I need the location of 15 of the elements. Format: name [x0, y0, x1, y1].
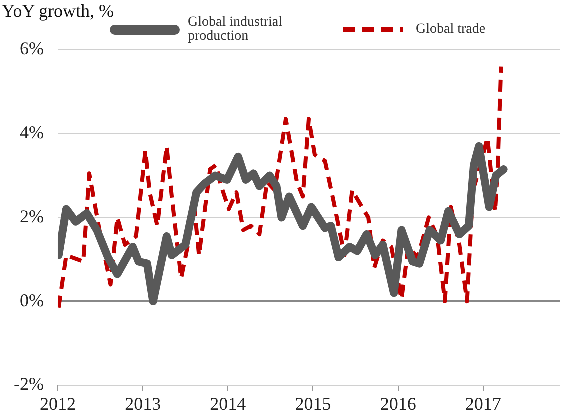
x-tick-label: 2013 [125, 394, 162, 414]
y-tick-label: 2% [20, 206, 44, 226]
x-tick-label: 2014 [210, 394, 246, 414]
y-axis-title: YoY growth, % [2, 1, 114, 22]
line-series [58, 64, 504, 310]
legend-label: Global industrial production [188, 15, 318, 44]
y-tick-label: -2% [14, 374, 44, 394]
y-tick-label: 0% [20, 290, 44, 310]
legend-label: Global trade [416, 22, 486, 37]
x-tick-label: 2015 [295, 394, 332, 414]
x-tick-label: 2017 [465, 394, 502, 414]
x-tick-label: 2016 [380, 394, 416, 414]
y-tick-label: 6% [20, 38, 44, 59]
x-tick-label: 2012 [40, 394, 76, 414]
y-tick-label: 4% [20, 122, 44, 143]
